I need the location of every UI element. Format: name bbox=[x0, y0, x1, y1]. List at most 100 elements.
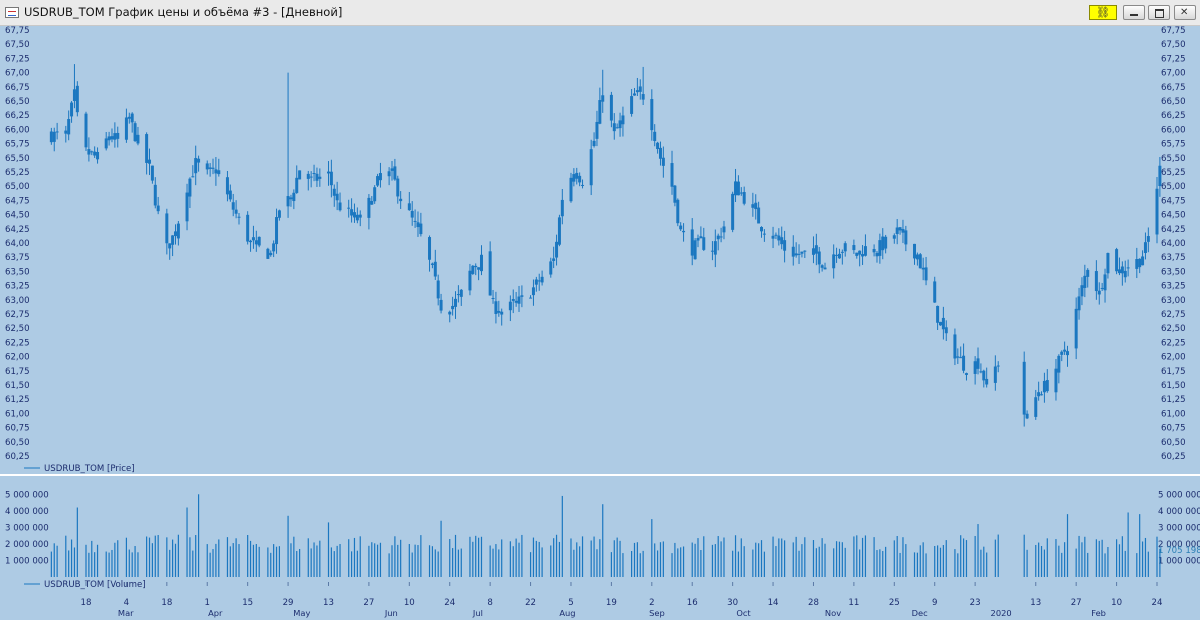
price-tick-right: 65,75 bbox=[1161, 140, 1186, 150]
candle-body bbox=[188, 178, 192, 197]
candle-body bbox=[511, 298, 515, 301]
price-tick-right: 64,75 bbox=[1161, 196, 1186, 206]
candle-body bbox=[653, 131, 657, 141]
candle-body bbox=[1143, 242, 1147, 254]
candle-body bbox=[428, 237, 432, 260]
candle-body bbox=[133, 123, 137, 142]
candle-body bbox=[811, 248, 815, 255]
price-tick-right: 64,00 bbox=[1161, 239, 1186, 249]
candle-body bbox=[407, 203, 411, 211]
date-tick-label: 4 bbox=[124, 598, 129, 608]
candle-body bbox=[272, 243, 276, 252]
month-label: Dec bbox=[912, 608, 928, 618]
candle-body bbox=[338, 202, 342, 211]
candle-body bbox=[387, 171, 391, 177]
candle-body bbox=[736, 181, 740, 196]
month-label: Jun bbox=[384, 608, 398, 618]
candle-body bbox=[1080, 285, 1084, 297]
date-tick-label: 10 bbox=[1111, 598, 1122, 608]
candle-body bbox=[497, 310, 501, 313]
candle-body bbox=[251, 237, 255, 241]
title-bar[interactable]: USDRUB_TOM График цены и объёма #3 - [Дн… bbox=[0, 0, 1200, 26]
candle-body bbox=[1045, 380, 1049, 392]
price-tick-left: 62,50 bbox=[5, 324, 30, 334]
date-tick-label: 29 bbox=[283, 598, 294, 608]
price-tick-right: 62,25 bbox=[1161, 338, 1186, 348]
price-tick-right: 67,75 bbox=[1161, 26, 1186, 36]
candle-body bbox=[1040, 394, 1044, 396]
maximize-button[interactable] bbox=[1148, 5, 1170, 20]
candle-body bbox=[124, 117, 128, 140]
candle-body bbox=[1100, 287, 1104, 289]
price-tick-right: 60,50 bbox=[1161, 438, 1186, 448]
candle-body bbox=[474, 265, 478, 268]
candle-body bbox=[197, 158, 201, 163]
volume-axis-right: 1 000 000 2 000 000 3 000 000 4 000 000 5 00… bbox=[1158, 490, 1200, 566]
candle-body bbox=[979, 371, 983, 373]
volume-last-value: 1 705 198 bbox=[1158, 546, 1200, 556]
candle-body bbox=[1115, 249, 1119, 272]
candle-body bbox=[289, 197, 293, 200]
candle-body bbox=[275, 217, 279, 245]
candle-body bbox=[1063, 349, 1067, 352]
candle-body bbox=[370, 201, 374, 205]
candle-body bbox=[168, 243, 172, 249]
date-tick-label: 23 bbox=[970, 598, 981, 608]
candle-body bbox=[800, 251, 804, 254]
candle-body bbox=[416, 222, 420, 228]
candle-body bbox=[656, 142, 660, 150]
price-tick-right: 67,50 bbox=[1161, 40, 1186, 50]
date-tick-label: 8 bbox=[487, 598, 492, 608]
price-tick-right: 66,00 bbox=[1161, 125, 1186, 135]
candle-body bbox=[205, 163, 209, 170]
candle-body bbox=[254, 240, 258, 245]
candle-body bbox=[661, 157, 665, 166]
chain-link-button[interactable]: ⛓ bbox=[1089, 5, 1117, 20]
candle-body bbox=[601, 95, 605, 102]
price-tick-left: 65,25 bbox=[5, 168, 30, 178]
candle-body bbox=[650, 99, 654, 131]
candle-body bbox=[904, 230, 908, 245]
candle-body bbox=[1120, 266, 1124, 274]
candle-body bbox=[352, 212, 356, 218]
candle-body bbox=[679, 225, 683, 230]
price-tick-right: 67,25 bbox=[1161, 54, 1186, 64]
price-axis-left: 60,25 60,50 60,75 61,00 61,25 61,50 61,75 62,00… bbox=[5, 26, 30, 462]
date-tick-label: 18 bbox=[161, 598, 172, 608]
price-tick-left: 64,50 bbox=[5, 211, 30, 221]
candle-body bbox=[581, 184, 585, 186]
candle-body bbox=[329, 171, 333, 186]
date-tick-label: 16 bbox=[687, 598, 698, 608]
price-volume-chart[interactable]: 60,25 60,50 60,75 61,00 61,25 61,50 61,75 62,00… bbox=[0, 26, 1200, 620]
price-tick-left: 67,00 bbox=[5, 69, 30, 79]
candle-body bbox=[508, 301, 512, 311]
candle-body bbox=[1155, 188, 1159, 235]
price-tick-left: 66,00 bbox=[5, 125, 30, 135]
candle-body bbox=[898, 227, 902, 231]
candle-body bbox=[575, 172, 579, 179]
candle-body bbox=[217, 170, 221, 175]
candle-body bbox=[693, 240, 697, 260]
price-tick-right: 65,25 bbox=[1161, 168, 1186, 178]
minimize-button[interactable] bbox=[1123, 5, 1145, 20]
candle-body bbox=[734, 181, 738, 196]
candle-body bbox=[820, 265, 824, 268]
candle-body bbox=[208, 167, 212, 169]
price-tick-left: 60,50 bbox=[5, 438, 30, 448]
candle-body bbox=[1060, 351, 1064, 355]
candle-body bbox=[993, 366, 997, 383]
candle-body bbox=[376, 176, 380, 186]
candle-body bbox=[641, 94, 645, 100]
candle-body bbox=[410, 210, 414, 218]
candle-body bbox=[572, 174, 576, 182]
date-tick-label: 14 bbox=[768, 598, 779, 608]
candle-body bbox=[456, 294, 460, 296]
close-button[interactable] bbox=[1174, 5, 1196, 20]
candle-body bbox=[1086, 269, 1090, 277]
candle-body bbox=[471, 265, 475, 274]
date-tick-label: 15 bbox=[242, 598, 253, 608]
candle-body bbox=[104, 138, 108, 149]
candle-body bbox=[609, 94, 613, 121]
candle-body bbox=[817, 251, 821, 265]
price-tick-right: 63,25 bbox=[1161, 282, 1186, 292]
